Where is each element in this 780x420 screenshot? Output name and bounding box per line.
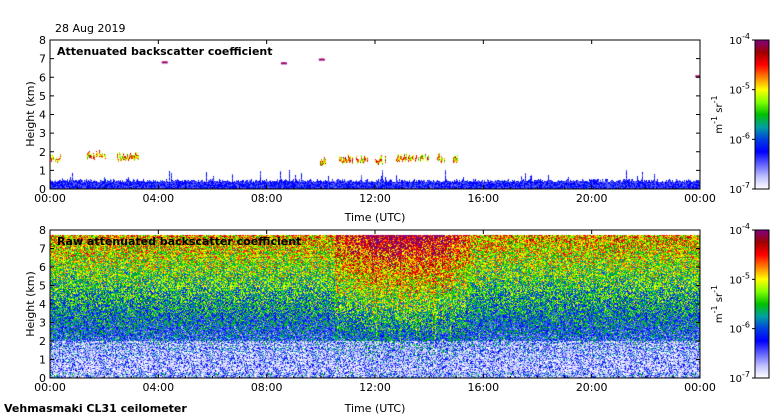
panel2-ytick-label-4: 4 — [39, 298, 46, 311]
panel1-ytick-label-5: 5 — [39, 90, 46, 103]
panel2-xtick-label-3: 12:00 — [359, 381, 391, 394]
panel1-cb-label-3: 10-4 — [729, 32, 750, 47]
panel2-colorbar-bar — [754, 229, 770, 379]
panel1-xtick-label-2: 08:00 — [251, 192, 283, 205]
panel2-colorbar: 10-7 10-6 10-5 10-4 m-1 sr-1 — [710, 222, 770, 385]
panel1-xtick-label-5: 20:00 — [576, 192, 608, 205]
panel1-xtick-label-0: 00:00 — [34, 192, 66, 205]
panel2-xtick-label-5: 20:00 — [576, 381, 608, 394]
panel1-cb-unit: m-1 sr-1 — [710, 95, 725, 133]
panel1-xlabel: Time (UTC) — [344, 211, 406, 224]
panel1-ytick-label-6: 6 — [39, 71, 46, 84]
panel1-cb-label-1: 10-6 — [729, 131, 750, 146]
instrument-label: Vehmasmaki CL31 ceilometer — [4, 402, 187, 415]
panel1-ytick-label-0: 0 — [39, 183, 46, 196]
date-label: 28 Aug 2019 — [55, 22, 125, 35]
panel2-cb-label-3: 10-4 — [729, 222, 750, 237]
attenuated-heatmap — [50, 40, 700, 189]
panel1-axes: 00:00 04:00 08:00 12:00 16:00 20:00 00:0001234… — [34, 34, 716, 205]
panel2-ytick-label-2: 2 — [39, 335, 46, 348]
panel1-ytick-label-8: 8 — [39, 34, 46, 47]
panel2-ylabel: Height (km) — [24, 271, 37, 337]
panel2-title: Raw attenuated backscatter coefficient — [57, 235, 301, 248]
panel2-ytick-label-8: 8 — [39, 224, 46, 237]
panel1-ytick-label-7: 7 — [39, 53, 46, 66]
panel-attenuated: Attenuated backscatter coefficient 00:00… — [24, 32, 770, 224]
panel2-xtick-label-0: 00:00 — [34, 381, 66, 394]
panel2-xtick-label-4: 16:00 — [467, 381, 499, 394]
raw-heatmap — [50, 230, 700, 378]
panel2-xtick-label-2: 08:00 — [251, 381, 283, 394]
panel1-plot-area — [50, 40, 700, 189]
panel2-plot-area — [50, 230, 700, 378]
panel2-cb-unit: m-1 sr-1 — [710, 285, 725, 323]
panel1-ytick-label-3: 3 — [39, 127, 46, 140]
panel2-ytick-label-1: 1 — [39, 354, 46, 367]
panel1-colorbar: 10-7 10-6 10-5 10-4 m-1 sr-1 — [710, 32, 770, 196]
panel1-xtick-label-1: 04:00 — [142, 192, 174, 205]
panel2-xtick-label-6: 00:00 — [684, 381, 716, 394]
panel1-xtick-label-4: 16:00 — [467, 192, 499, 205]
panel2-xtick-label-1: 04:00 — [142, 381, 174, 394]
panel1-cb-label-2: 10-5 — [729, 82, 750, 97]
panel1-ylabel: Height (km) — [24, 81, 37, 147]
panel2-ytick-label-0: 0 — [39, 372, 46, 385]
panel-raw: Raw attenuated backscatter coefficient 0… — [24, 222, 770, 415]
panel2-ytick-label-3: 3 — [39, 317, 46, 330]
panel1-title: Attenuated backscatter coefficient — [57, 45, 273, 58]
panel1-ytick-label-2: 2 — [39, 146, 46, 159]
panel1-colorbar-bar — [754, 39, 770, 190]
panel2-cb-label-2: 10-5 — [729, 271, 750, 286]
panel1-ytick-label-4: 4 — [39, 109, 46, 122]
panel2-cb-label-1: 10-6 — [729, 321, 750, 336]
panel2-ytick-label-6: 6 — [39, 261, 46, 274]
panel2-xlabel: Time (UTC) — [344, 402, 406, 415]
panel2-ytick-label-7: 7 — [39, 243, 46, 256]
panel2-axes: 00:00 04:00 08:00 12:00 16:00 20:00 00:0001234… — [34, 224, 716, 394]
panel1-xtick-label-6: 00:00 — [684, 192, 716, 205]
panel2-cb-label-0: 10-7 — [729, 370, 750, 385]
panel2-ytick-label-5: 5 — [39, 280, 46, 293]
panel1-ytick-label-1: 1 — [39, 164, 46, 177]
panel1-cb-label-0: 10-7 — [729, 181, 750, 196]
panel1-xtick-label-3: 12:00 — [359, 192, 391, 205]
